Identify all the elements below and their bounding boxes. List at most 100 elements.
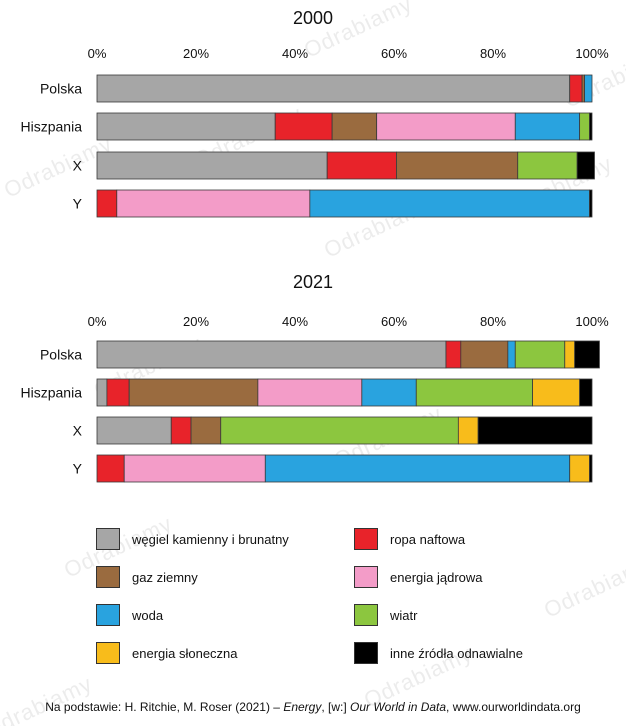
bar-segment bbox=[96, 189, 118, 218]
category-label: Polska bbox=[40, 347, 82, 363]
bar-segment bbox=[579, 378, 593, 407]
legend-swatch-wind bbox=[354, 604, 378, 626]
bar-segment bbox=[190, 416, 222, 445]
bar-segment bbox=[96, 151, 328, 180]
legend-swatch-nuclear bbox=[354, 566, 378, 588]
x-tick-label: 20% bbox=[183, 46, 209, 61]
bar-segment bbox=[477, 416, 593, 445]
legend-swatch-oil bbox=[354, 528, 378, 550]
category-label: X bbox=[73, 158, 83, 174]
bar-segment bbox=[128, 378, 259, 407]
legend-item-hydro: woda bbox=[96, 602, 163, 628]
legend-label-coal: węgiel kamienny i brunatny bbox=[132, 531, 289, 547]
chart-2021: 2021 0% 20% 40% 60% 80% 100% Polska Hiszpania X Y bbox=[21, 272, 609, 483]
bar-segment bbox=[96, 416, 172, 445]
bar-segment bbox=[331, 112, 378, 141]
legend-item-solar: energia słoneczna bbox=[96, 640, 238, 666]
legend-label-oil: ropa naftowa bbox=[390, 531, 466, 547]
chart-2000: 2000 0% 20% 40% 60% 80% 100% Polska Hiszpania X Y bbox=[21, 8, 609, 218]
x-tick-label: 80% bbox=[480, 46, 506, 61]
bar-segment bbox=[326, 151, 397, 180]
bar-segment bbox=[589, 112, 593, 141]
bar-segment bbox=[514, 112, 581, 141]
bar-segment bbox=[445, 340, 462, 369]
legend-label-other-renewables: inne źródła odnawialne bbox=[390, 645, 523, 661]
bar-segment bbox=[96, 74, 571, 103]
source-suffix: , www.ourworldindata.org bbox=[446, 700, 581, 714]
bar-segment bbox=[96, 112, 276, 141]
legend-item-coal: węgiel kamienny i brunatny bbox=[96, 526, 289, 552]
bar-segment bbox=[589, 189, 593, 218]
bar-segment bbox=[584, 74, 593, 103]
legend-item-nuclear: energia jądrowa bbox=[354, 564, 483, 590]
legend-label-solar: energia słoneczna bbox=[132, 645, 238, 661]
watermark-text: Odrabiamy bbox=[0, 670, 97, 726]
legend-label-wind: wiatr bbox=[390, 607, 418, 623]
legend-swatch-other-renewables bbox=[354, 642, 378, 664]
legend-swatch-hydro bbox=[96, 604, 120, 626]
x-tick-label: 20% bbox=[183, 314, 209, 329]
bar-segment bbox=[96, 454, 125, 483]
bar-segment bbox=[415, 378, 533, 407]
category-label: Hiszpania bbox=[21, 119, 83, 135]
bar-segment bbox=[396, 151, 519, 180]
bar-segment bbox=[457, 416, 479, 445]
x-tick-label: 40% bbox=[282, 314, 308, 329]
x-tick-label: 100% bbox=[575, 314, 609, 329]
bar-segment bbox=[96, 340, 447, 369]
bar-segment bbox=[589, 454, 593, 483]
bar-segment bbox=[579, 112, 590, 141]
legend-label-hydro: woda bbox=[132, 607, 164, 623]
legend-swatch-coal bbox=[96, 528, 120, 550]
category-label: Y bbox=[73, 196, 83, 212]
legend-item-other-renewables: inne źródła odnawialne bbox=[354, 640, 523, 666]
x-tick-label: 0% bbox=[88, 46, 107, 61]
category-label: Polska bbox=[40, 81, 82, 97]
source-italic-energy: Energy bbox=[283, 700, 322, 714]
category-label: Hiszpania bbox=[21, 385, 83, 401]
legend-item-gas: gaz ziemny bbox=[96, 564, 198, 590]
legend-label-gas: gaz ziemny bbox=[132, 569, 198, 585]
category-label: Y bbox=[73, 461, 83, 477]
category-label: X bbox=[73, 423, 83, 439]
bar-segment bbox=[532, 378, 581, 407]
bar-segment bbox=[170, 416, 192, 445]
bar-segment bbox=[569, 454, 590, 483]
bar-segment bbox=[574, 340, 600, 369]
x-tick-label: 0% bbox=[88, 314, 107, 329]
bar-segment bbox=[576, 151, 595, 180]
x-tick-label: 40% bbox=[282, 46, 308, 61]
bar-segment bbox=[376, 112, 516, 141]
chart-title: 2021 bbox=[293, 272, 333, 292]
bar-segment bbox=[274, 112, 333, 141]
source-prefix: Na podstawie: H. Ritchie, M. Roser (2021… bbox=[45, 700, 284, 714]
bar-segment bbox=[257, 378, 363, 407]
x-tick-label: 100% bbox=[575, 46, 609, 61]
legend-label-nuclear: energia jądrowa bbox=[390, 569, 483, 585]
bar-segment bbox=[460, 340, 509, 369]
legend-item-wind: wiatr bbox=[354, 602, 417, 628]
bar-segment bbox=[264, 454, 571, 483]
legend-item-oil: ropa naftowa bbox=[354, 526, 465, 552]
bar-segment bbox=[96, 378, 108, 407]
bar-segment bbox=[507, 340, 516, 369]
bar-segment bbox=[220, 416, 459, 445]
x-tick-label: 60% bbox=[381, 46, 407, 61]
source-middle: , [w:] bbox=[321, 700, 351, 714]
bar-segment bbox=[309, 189, 590, 218]
watermark-text: Odrabiamy bbox=[540, 550, 626, 623]
chart-title: 2000 bbox=[293, 8, 333, 28]
bar-segment bbox=[517, 151, 578, 180]
bar-segment bbox=[564, 340, 576, 369]
bar-segment bbox=[514, 340, 566, 369]
bar-segment bbox=[569, 74, 583, 103]
source-italic-owid: Our World in Data bbox=[350, 700, 447, 714]
source-note: Na podstawie: H. Ritchie, M. Roser (2021… bbox=[0, 700, 626, 714]
x-tick-label: 80% bbox=[480, 314, 506, 329]
bar-segment bbox=[116, 189, 311, 218]
legend-swatch-gas bbox=[96, 566, 120, 588]
x-tick-label: 60% bbox=[381, 314, 407, 329]
legend-swatch-solar bbox=[96, 642, 120, 664]
bar-segment bbox=[361, 378, 417, 407]
